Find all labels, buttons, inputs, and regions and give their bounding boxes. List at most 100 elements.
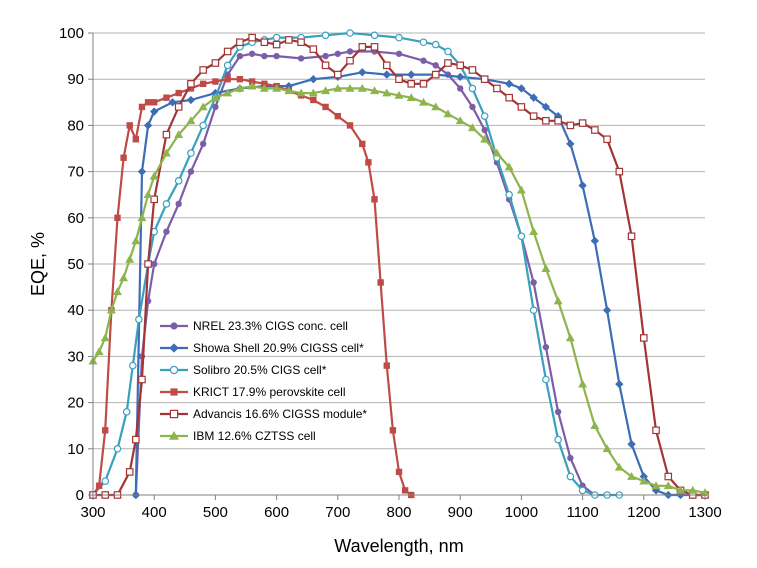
data-point [163,94,170,101]
axes [88,32,706,500]
data-point [358,68,367,77]
series-5 [88,81,710,497]
data-point [163,228,170,235]
data-point [566,472,575,481]
data-point [199,66,207,74]
data-point [131,236,141,245]
x-tick-label: 1000 [505,504,538,521]
data-point [138,103,146,111]
data-point [132,435,140,444]
data-point [382,88,392,97]
data-point [700,488,710,497]
data-point [169,409,179,419]
data-point [578,119,587,127]
data-point [432,62,439,69]
data-point [138,375,146,384]
data-point [100,333,110,342]
series-2 [89,29,624,499]
data-point [235,83,245,92]
data-point [198,102,208,111]
data-point [285,36,293,44]
data-point [161,148,171,157]
data-point [322,103,329,111]
y-tick-label: 50 [67,256,84,273]
data-point [676,485,685,494]
data-point [541,102,551,112]
data-point [126,122,133,129]
data-point [578,486,587,495]
data-point [517,232,526,241]
y-tick-label: 10 [67,441,84,458]
x-tick-label: 800 [386,504,411,521]
data-point [308,88,318,97]
data-point [359,140,366,148]
data-point [394,90,404,99]
x-tick-label: 1200 [627,504,660,521]
data-point [431,102,441,111]
data-point [469,103,476,111]
data-point [120,154,127,161]
data-point [395,50,403,57]
series-line [92,78,412,496]
data-point [272,33,281,42]
data-point [529,306,538,315]
data-point [297,55,305,62]
data-point [615,379,624,389]
data-point [144,260,152,268]
data-point [187,80,195,88]
data-point [420,57,427,64]
series-line [93,36,705,497]
data-point [261,52,268,60]
data-point [137,213,147,222]
y-tick-label: 60 [67,210,84,227]
data-point [248,50,256,57]
data-point [94,347,104,356]
data-point [296,88,306,97]
data-point [578,379,588,388]
data-point [554,116,562,125]
data-point [151,260,158,268]
data-point [542,375,550,384]
data-point [174,177,183,185]
y-tick-label: 20 [67,395,84,412]
data-point [578,181,587,190]
legend-item: Showa Shell 20.9% CIGSS cell* [160,341,364,355]
data-point [309,45,318,53]
data-point [590,421,600,430]
data-point [443,109,453,118]
data-point [169,365,179,375]
data-point [590,236,599,246]
data-point [627,232,636,241]
data-point [567,454,574,462]
data-point [639,472,648,481]
data-point [493,84,501,93]
data-point [346,48,354,55]
data-point [455,116,465,125]
data-point [322,52,329,60]
data-point [529,112,538,120]
x-axis-title: Wavelength, nm [334,536,463,556]
data-point [248,33,256,42]
data-point [132,136,140,143]
data-point [365,159,372,166]
y-tick-label: 70 [67,164,84,181]
data-point [554,435,562,444]
y-tick-label: 40 [67,302,84,319]
data-point [135,315,143,324]
data-point [199,121,207,130]
data-point [224,76,231,83]
legend: NREL 23.3% CIGS conc. cell Showa Shell 20… [160,319,367,443]
data-point [236,76,244,83]
data-point [517,84,526,93]
x-tick-label: 500 [203,504,228,521]
data-point [168,98,177,107]
data-point [334,70,342,79]
data-point [370,31,379,40]
data-point [357,83,367,92]
data-point [162,130,171,139]
data-point [106,305,116,314]
data-point [346,56,354,65]
data-point [211,59,220,67]
data-point [247,81,257,90]
data-point [272,40,281,49]
